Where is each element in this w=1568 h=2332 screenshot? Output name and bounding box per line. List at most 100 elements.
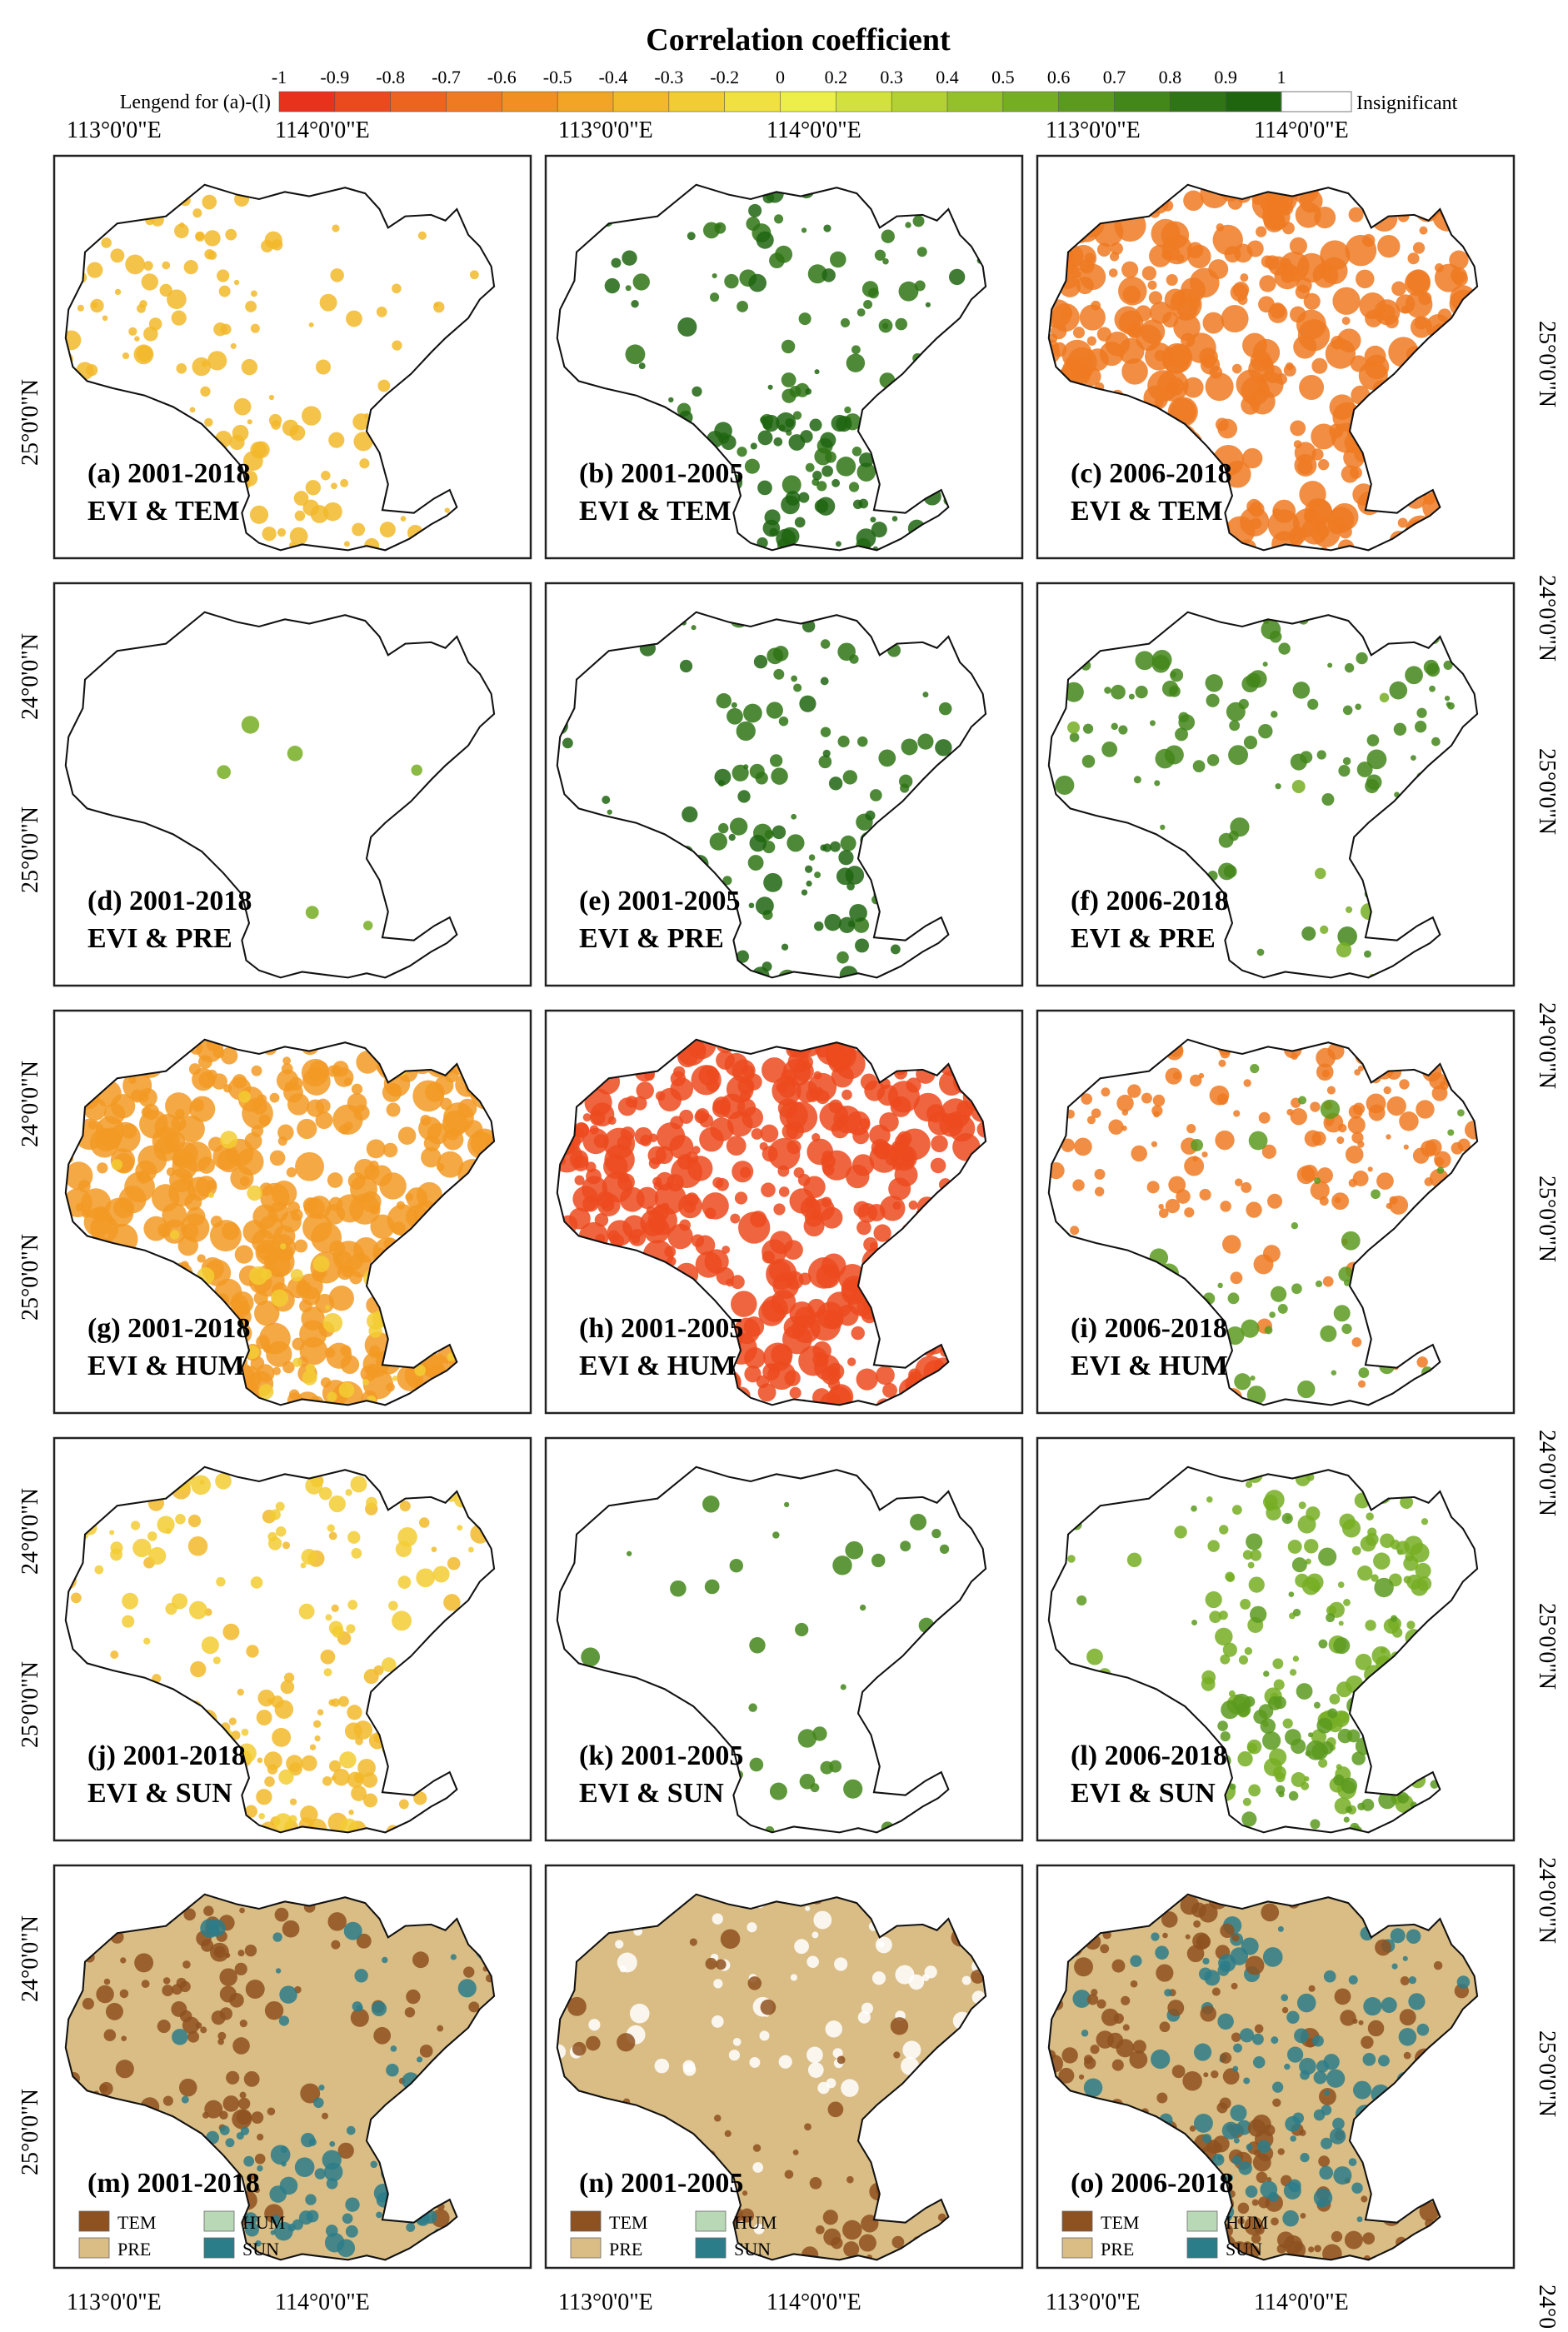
raster-layer (1048, 1894, 1478, 2260)
factor-swatch (1061, 2237, 1093, 2259)
map-panel-m: (m) 2001-2018 TEM HUM PRE SUN (52, 1864, 532, 2270)
colorbar-bin (1170, 91, 1226, 112)
panel-period-label: (g) 2001-2018 (87, 1313, 250, 1344)
colorbar-tick-label: 0.8 (1159, 67, 1182, 87)
colorbar (278, 91, 1282, 112)
colorbar-tick-label: 0.3 (880, 67, 903, 87)
panel-period-label: (i) 2006-2018 (1071, 1313, 1227, 1344)
factor-swatch (570, 2237, 602, 2259)
correlation-legend: Correlation coefficient Lengend for (a)-… (120, 22, 1458, 114)
lat-label-left: 25°0'0"N (17, 379, 43, 466)
factor-label: PRE (609, 2239, 642, 2260)
colorbar-bin (612, 91, 670, 112)
map-panel-d: (d) 2001-2018 EVI & PRE (52, 582, 532, 987)
colorbar-tick-label: 0.6 (1047, 67, 1071, 87)
factor-label: HUM (242, 2212, 285, 2233)
colorbar-bin (278, 91, 336, 112)
lat-label-right: 25°0'0"N (1534, 1603, 1560, 1690)
panel-variable-label: EVI & HUM (87, 1351, 245, 1381)
lat-label-right: 24°0'0"N (1534, 1857, 1560, 1944)
lat-label-right: 25°0'0"N (1534, 2030, 1560, 2117)
map-panel-o: (o) 2006-2018 TEM HUM PRE SUN (1036, 1864, 1516, 2270)
colorbar-tick-label: 0.5 (991, 67, 1015, 87)
insignificant-label: Insignificant (1356, 92, 1458, 114)
colorbar-tick-label: 0 (776, 67, 785, 87)
factor-label: SUN (242, 2239, 279, 2260)
panel-variable-label: EVI & PRE (1071, 923, 1216, 954)
panel-period-label: (d) 2001-2018 (87, 886, 252, 916)
coordinate-labels: 113°0'0"E 114°0'0"E 113°0'0"E 114°0'0"E 113°… (17, 117, 1560, 2332)
factor-label: TEM (1101, 2212, 1139, 2233)
colorbar-bin (780, 91, 837, 112)
factor-legend: TEM HUM PRE SUN (570, 2210, 777, 2260)
map-frame (544, 1436, 1024, 1842)
lon-label: 113°0'0"E (1046, 117, 1141, 143)
lat-label-left: 25°0'0"N (17, 1234, 43, 1321)
colorbar-tick-label: -0.3 (654, 67, 683, 87)
colorbar-tick-label: -1 (272, 67, 287, 87)
lat-label-right: 24°0'0"N (1534, 2285, 1560, 2328)
colorbar-bin (390, 91, 447, 112)
panel-period-label: (h) 2001-2005 (579, 1313, 743, 1344)
factor-label: TEM (117, 2212, 156, 2233)
panel-variable-label: EVI & PRE (579, 923, 724, 954)
factor-swatch (570, 2210, 602, 2232)
factor-legend: TEM HUM PRE SUN (1061, 2210, 1268, 2260)
lon-label: 114°0'0"E (767, 117, 861, 143)
factor-swatch (1186, 2210, 1218, 2232)
lon-label: 113°0'0"E (558, 117, 653, 143)
factor-label: SUN (1226, 2239, 1262, 2260)
panel-period-label: (n) 2001-2005 (579, 2168, 743, 2199)
map-panel-k: (k) 2001-2005 EVI & SUN (544, 1436, 1024, 1842)
map-panel-c: (c) 2006-2018 EVI & TEM (1036, 154, 1516, 560)
colorbar-tick-label: -0.7 (432, 67, 461, 87)
lat-label-left: 24°0'0"N (17, 1915, 43, 2002)
map-panel-n: (n) 2001-2005 TEM HUM PRE SUN (544, 1864, 1024, 2270)
lon-label: 113°0'0"E (67, 2290, 162, 2315)
legend-title: Correlation coefficient (646, 22, 951, 57)
map-panel-l: (l) 2006-2018 EVI & SUN (1036, 1436, 1516, 1842)
map-frame (1036, 582, 1516, 987)
lat-label-left: 24°0'0"N (17, 1061, 43, 1147)
colorbar-tick-label: 0.2 (825, 67, 848, 87)
panel-period-label: (k) 2001-2005 (579, 1740, 743, 1771)
colorbar-tick-label: -0.8 (376, 67, 405, 87)
lon-label: 114°0'0"E (275, 117, 370, 143)
panel-variable-label: EVI & SUN (1071, 1778, 1216, 1809)
panel-variable-label: EVI & SUN (87, 1778, 232, 1809)
panel-period-label: (o) 2006-2018 (1071, 2168, 1233, 2199)
factor-legend: TEM HUM PRE SUN (78, 2210, 285, 2260)
colorbar-tick-label: -0.6 (487, 67, 517, 87)
lat-label-left: 24°0'0"N (17, 633, 43, 720)
panel-period-label: (c) 2006-2018 (1071, 458, 1232, 489)
panel-period-label: (l) 2006-2018 (1071, 1740, 1227, 1771)
lat-label-left: 25°0'0"N (17, 806, 43, 893)
colorbar-bin (1058, 91, 1116, 112)
panel-period-label: (e) 2001-2005 (579, 886, 741, 916)
factor-swatch (203, 2210, 235, 2232)
factor-label: PRE (1101, 2239, 1134, 2260)
factor-label: SUN (734, 2239, 771, 2260)
colorbar-bin (946, 91, 1004, 112)
factor-label: HUM (734, 2212, 777, 2233)
map-panel-e: (e) 2001-2005 EVI & PRE (544, 582, 1024, 987)
legend-caption: Lengend for (a)-(l) (120, 92, 271, 113)
panel-variable-label: EVI & SUN (579, 1778, 724, 1809)
colorbar-tick-label: -0.2 (710, 67, 739, 87)
lat-label-right: 24°0'0"N (1534, 575, 1560, 662)
colorbar-tick-label: -0.5 (543, 67, 572, 87)
lon-label: 113°0'0"E (558, 2290, 653, 2315)
colorbar-bin (724, 91, 782, 112)
colorbar-tick-label: 0.9 (1214, 67, 1237, 87)
lon-label: 114°0'0"E (767, 2290, 861, 2315)
lat-label-left: 24°0'0"N (17, 1488, 43, 1575)
colorbar-tick-label: 0.7 (1103, 67, 1126, 87)
map-frame (52, 154, 532, 560)
colorbar-bin (891, 91, 948, 112)
map-panel-g: (g) 2001-2018 EVI & HUM (52, 1009, 532, 1415)
lon-label: 113°0'0"E (67, 117, 162, 143)
panel-variable-label: EVI & TEM (87, 496, 240, 527)
factor-swatch (78, 2210, 110, 2232)
factor-swatch (695, 2210, 727, 2232)
